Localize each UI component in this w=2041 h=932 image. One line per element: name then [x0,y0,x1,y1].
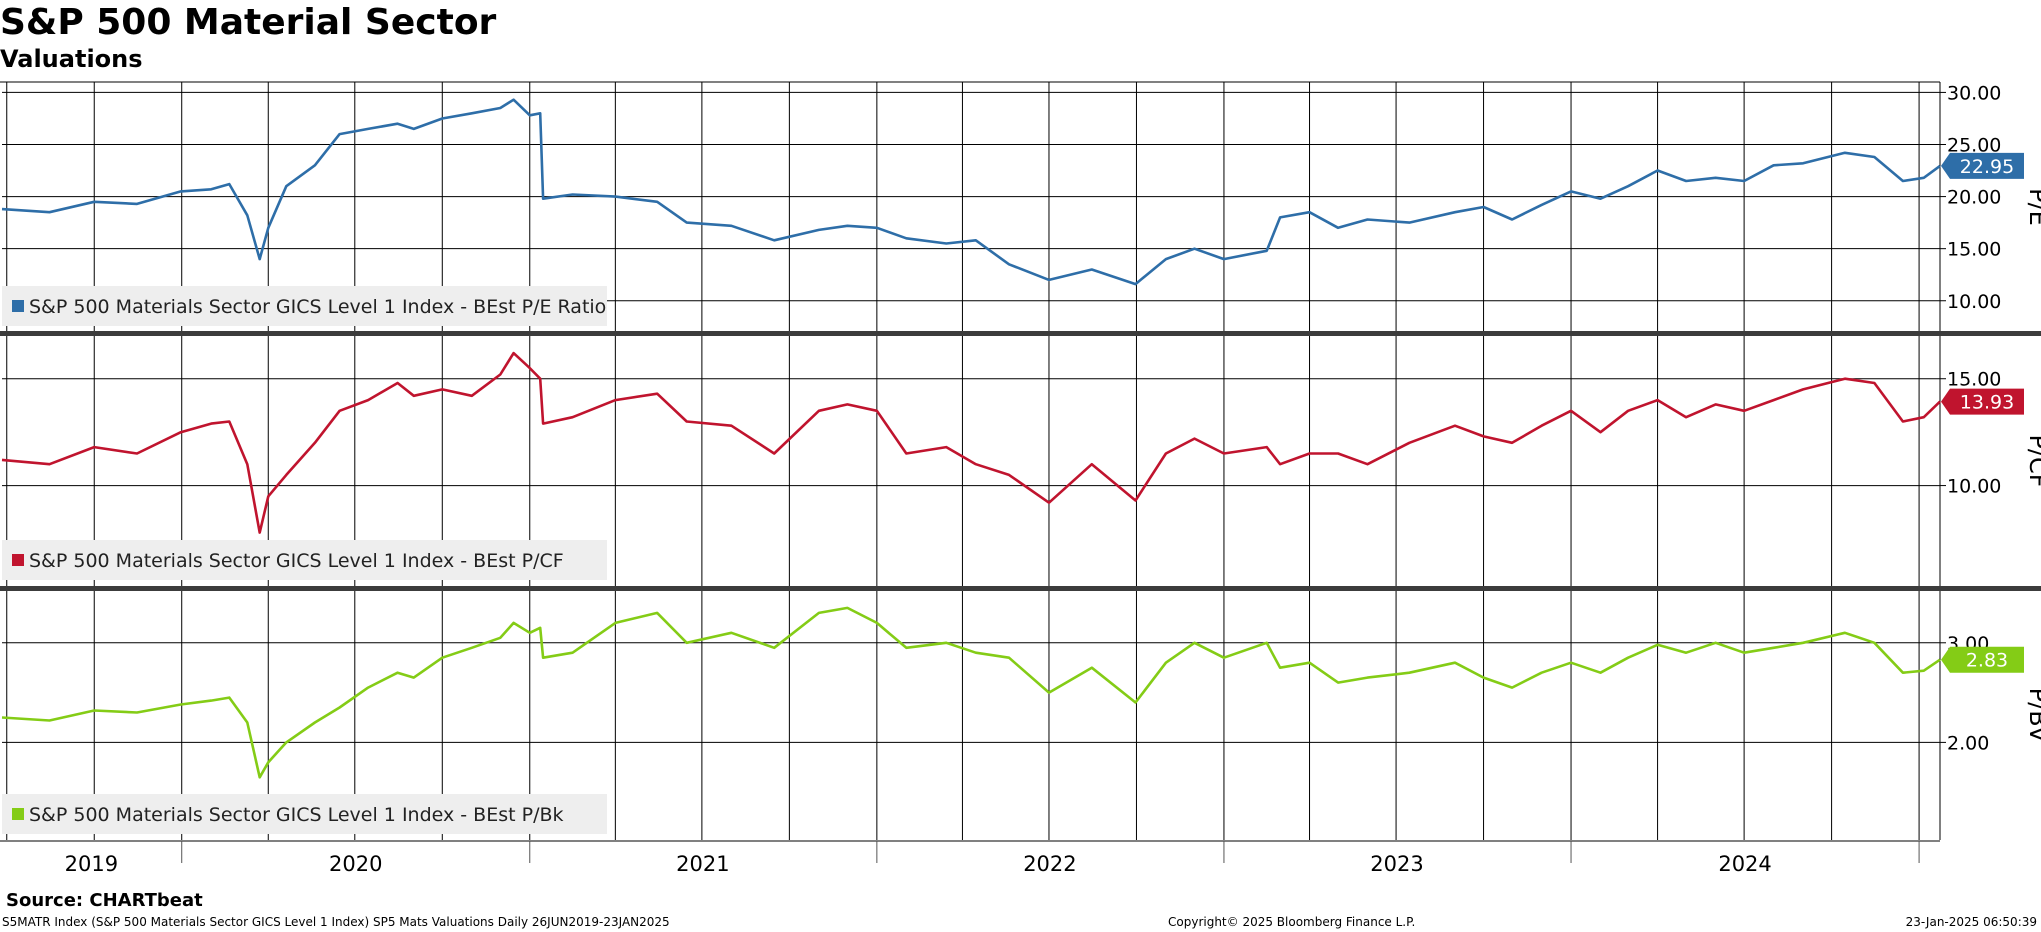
legend-swatch [12,808,24,820]
legend-label: S&P 500 Materials Sector GICS Level 1 In… [29,296,606,318]
last-value-tag [1941,646,2024,673]
y-tick-label: 15.00 [1947,369,2001,391]
legend-box [2,540,607,580]
y-tick-label: 2.00 [1947,732,1989,754]
series-line-pbv [1,606,1941,779]
legend-box [2,794,607,834]
y-tick-label: 15.00 [1947,239,2001,261]
legend-swatch [12,554,24,566]
series-line-pe [1,98,1941,286]
y-axis-label: P/CF [2024,434,2041,487]
y-tick-label: 10.00 [1947,291,2001,313]
y-tick-label: 10.00 [1947,476,2001,498]
x-tick-label: 2019 [65,852,118,876]
y-tick-label: 25.00 [1947,135,2001,157]
y-tick-label: 20.00 [1947,187,2001,209]
ticker-info: S5MATR Index (S&P 500 Materials Sector G… [2,915,670,929]
legend-label: S&P 500 Materials Sector GICS Level 1 In… [29,804,564,826]
last-value-tag [1941,152,2024,179]
last-value-label: 22.95 [1960,156,2014,178]
series-line-pcf [1,351,1941,534]
chart-title: S&P 500 Material Sector [0,2,497,43]
last-value-tag [1941,388,2024,415]
legend-swatch [12,300,24,312]
x-tick-label: 2023 [1370,852,1423,876]
last-value-label: 2.83 [1966,650,2008,672]
legend-label: S&P 500 Materials Sector GICS Level 1 In… [29,550,564,572]
legend-box [2,286,607,326]
timestamp: 23-Jan-2025 06:50:39 [1905,915,2037,929]
source-note: Source: CHARTbeat [6,890,203,911]
last-value-label: 13.93 [1960,392,2014,414]
y-tick-label: 30.00 [1947,82,2001,104]
copyright-note: Copyright© 2025 Bloomberg Finance L.P. [1168,915,1416,929]
panel-separator [0,331,2041,336]
x-tick-label: 2020 [329,852,382,876]
x-tick-label: 2021 [676,852,729,876]
y-axis-label: P/E [2024,188,2041,226]
y-axis-label: P/BV [2024,688,2041,743]
x-tick-label: 2024 [1718,852,1771,876]
chart-subtitle: Valuations [0,45,143,73]
x-tick-label: 2022 [1023,852,1076,876]
panel-separator [0,586,2041,591]
